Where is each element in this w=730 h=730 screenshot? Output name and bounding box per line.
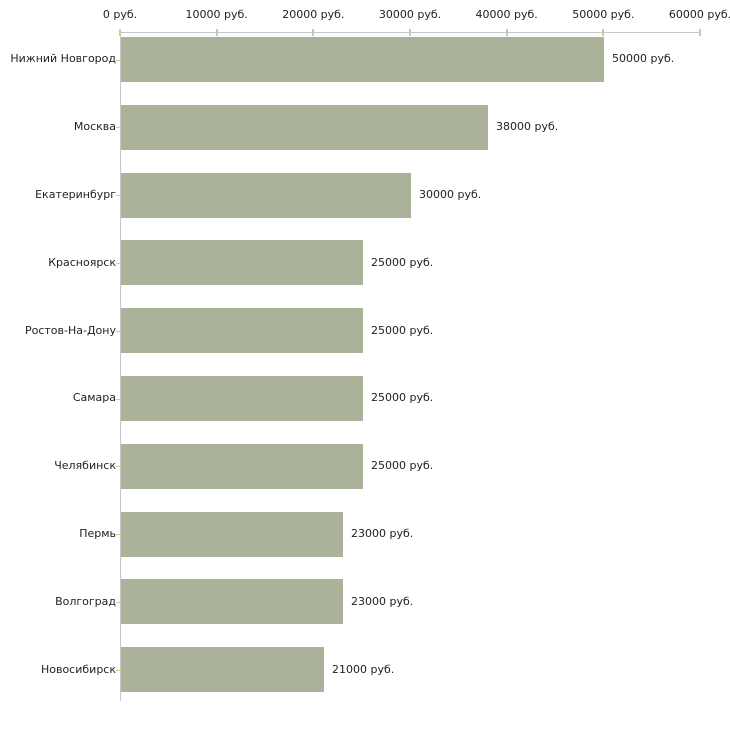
- y-axis-line: [120, 32, 121, 701]
- category-label: Новосибирск: [40, 662, 116, 676]
- bar: [121, 36, 604, 82]
- y-tick-mark: [116, 398, 121, 400]
- bar: [121, 511, 343, 557]
- bar-row: Ростов-На-Дону 25000 руб.: [0, 297, 730, 365]
- bar-row: Волгоград 23000 руб.: [0, 568, 730, 636]
- x-tick-mark: [505, 29, 508, 36]
- value-label: 50000 руб.: [612, 52, 675, 66]
- bar-row: Екатеринбург 30000 руб.: [0, 161, 730, 229]
- y-tick-mark: [116, 330, 121, 332]
- y-tick-mark: [116, 534, 121, 536]
- value-label: 25000 руб.: [371, 323, 434, 337]
- y-tick-mark: [116, 263, 121, 264]
- bar-row: Пермь 23000 руб.: [0, 500, 730, 568]
- bar-row: Нижний Новгород 50000 руб.: [0, 26, 730, 94]
- bar-row: Новосибирск 21000 руб.: [0, 636, 730, 704]
- x-tick-label: 30000 руб.: [378, 8, 442, 21]
- y-tick-mark: [116, 59, 121, 61]
- bar-row: Москва 38000 руб.: [0, 93, 730, 161]
- bar: [121, 240, 363, 286]
- category-label: Челябинск: [54, 459, 116, 473]
- category-label: Екатеринбург: [35, 188, 116, 202]
- y-tick-mark: [116, 669, 121, 671]
- x-tick-label: 10000 руб.: [185, 8, 248, 21]
- x-tick-label: 60000 руб.: [668, 8, 730, 21]
- value-label: 23000 руб.: [351, 594, 414, 608]
- value-label: 25000 руб.: [371, 459, 434, 473]
- x-tick-mark: [215, 29, 218, 36]
- bar-row: Челябинск 25000 руб.: [0, 432, 730, 500]
- category-label: Москва: [73, 120, 116, 134]
- y-tick-mark: [116, 602, 121, 603]
- value-label: 25000 руб.: [371, 255, 434, 269]
- x-tick-label: 50000 руб.: [572, 8, 635, 21]
- category-label: Ростов-На-Дону: [24, 323, 116, 337]
- x-tick-mark: [119, 29, 121, 36]
- y-tick-mark: [116, 466, 121, 468]
- category-label: Пермь: [79, 527, 116, 541]
- category-label: Нижний Новгород: [10, 52, 116, 66]
- value-label: 30000 руб.: [419, 188, 482, 202]
- bar: [121, 104, 488, 150]
- x-tick-label: 40000 руб.: [475, 8, 538, 21]
- y-tick-mark: [116, 127, 121, 129]
- x-tick-mark: [312, 29, 315, 36]
- category-label: Самара: [72, 391, 116, 405]
- x-tick-mark: [602, 29, 605, 36]
- x-tick-mark: [699, 29, 701, 36]
- bar: [121, 647, 324, 693]
- category-label: Волгоград: [55, 594, 116, 608]
- bar: [121, 172, 411, 218]
- bar: [121, 443, 363, 489]
- value-label: 21000 руб.: [332, 662, 395, 676]
- x-tick-mark: [409, 29, 411, 36]
- bar: [121, 579, 343, 625]
- y-tick-mark: [116, 195, 121, 197]
- category-label: Красноярск: [48, 255, 116, 269]
- bar: [121, 375, 363, 421]
- x-tick-label: 0 руб.: [102, 8, 138, 21]
- bar: [121, 308, 363, 354]
- value-label: 23000 руб.: [351, 527, 414, 541]
- bar-row: Самара 25000 руб.: [0, 365, 730, 433]
- bar-row: Красноярск 25000 руб.: [0, 229, 730, 297]
- x-tick-label: 20000 руб.: [282, 8, 345, 21]
- value-label: 38000 руб.: [496, 120, 559, 134]
- value-label: 25000 руб.: [371, 391, 434, 405]
